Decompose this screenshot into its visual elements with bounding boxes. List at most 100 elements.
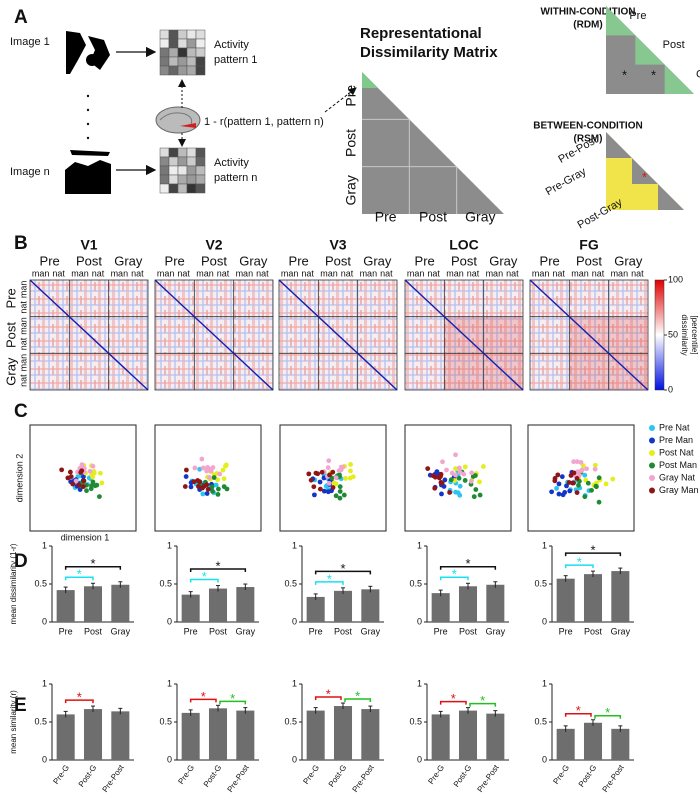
y-tick-label: 0 bbox=[292, 616, 297, 626]
mds-point bbox=[327, 472, 332, 478]
y-tick-label: 1 bbox=[42, 678, 47, 688]
bar bbox=[361, 589, 380, 622]
subcondition-label: man bbox=[532, 268, 550, 278]
y-tick-label: 1 bbox=[292, 678, 297, 688]
mds-point bbox=[210, 488, 215, 494]
y-tick-label: 1 bbox=[417, 678, 422, 688]
mds-point bbox=[90, 474, 96, 480]
mds-point bbox=[348, 462, 353, 467]
condition-label: Pre bbox=[540, 253, 560, 268]
mds-point bbox=[439, 491, 444, 497]
pattern-cell bbox=[159, 183, 170, 194]
significance-bracket bbox=[64, 699, 94, 704]
mds-point bbox=[217, 471, 223, 477]
subcondition-label: man bbox=[196, 268, 214, 278]
mds-point bbox=[200, 491, 206, 497]
mds-point bbox=[556, 481, 562, 487]
region-title: V2 bbox=[205, 237, 222, 253]
mds-point bbox=[59, 467, 65, 473]
mds-point bbox=[578, 459, 584, 465]
mds-point bbox=[333, 475, 339, 481]
bar bbox=[83, 709, 103, 760]
pattern-cell bbox=[159, 165, 170, 176]
x-tick-label: Pre-G bbox=[301, 763, 321, 786]
star: * bbox=[642, 169, 647, 184]
mds-point bbox=[317, 479, 323, 485]
mds-point bbox=[207, 475, 212, 480]
diagonal bbox=[154, 279, 274, 391]
mds-point bbox=[456, 465, 462, 471]
mds-point bbox=[67, 469, 73, 475]
axis-label: dimension 2 bbox=[14, 454, 24, 503]
mds-point bbox=[442, 477, 448, 483]
mds-point bbox=[196, 484, 201, 489]
mds-point bbox=[574, 476, 580, 481]
significance-star: * bbox=[326, 686, 331, 701]
region-title: V1 bbox=[80, 237, 97, 253]
significance-bracket bbox=[439, 566, 497, 570]
subcondition-label: man bbox=[71, 268, 89, 278]
mds-point bbox=[321, 488, 327, 494]
mds-point bbox=[457, 469, 463, 475]
mds-point bbox=[326, 458, 332, 464]
x-tick-label: Pre bbox=[434, 626, 448, 636]
condition-label: Pre bbox=[40, 253, 60, 268]
significance-bracket bbox=[439, 576, 469, 581]
significance-bracket bbox=[189, 568, 247, 573]
mds-point bbox=[440, 459, 445, 465]
y-axis-label: mean similarity (r) bbox=[9, 690, 18, 754]
mds-point bbox=[80, 484, 86, 490]
significance-bracket bbox=[64, 566, 122, 570]
bar bbox=[56, 714, 75, 760]
mds-point bbox=[448, 477, 454, 483]
mds-point bbox=[90, 463, 96, 469]
pattern-cell bbox=[195, 156, 206, 167]
mds-point bbox=[183, 474, 189, 479]
mds-point bbox=[471, 494, 477, 500]
mds-point bbox=[562, 490, 568, 495]
column-label: Pre bbox=[375, 209, 397, 225]
subcondition-label: man bbox=[486, 268, 504, 278]
ellipsis-dot bbox=[86, 94, 90, 98]
mds-point bbox=[215, 492, 221, 497]
y-tick-label: 0.5 bbox=[409, 578, 422, 588]
diagonal-block bbox=[606, 132, 632, 158]
mds-point bbox=[477, 479, 482, 485]
x-tick-label: Post bbox=[584, 626, 603, 636]
pattern-cell bbox=[186, 147, 197, 158]
mds-point bbox=[596, 499, 602, 505]
y-tick-label: 0 bbox=[42, 754, 47, 764]
subcondition-label: nat bbox=[380, 268, 393, 278]
pattern-cell bbox=[186, 56, 197, 67]
pattern-cell bbox=[168, 65, 179, 76]
formula: 1 - r(pattern 1, pattern n) bbox=[204, 116, 324, 128]
mds-point bbox=[343, 476, 348, 481]
mds-point bbox=[554, 485, 559, 491]
x-tick-label: Post-G bbox=[577, 763, 599, 789]
significance-bracket bbox=[314, 581, 344, 585]
mds-point bbox=[579, 467, 585, 473]
mds-point bbox=[311, 484, 317, 490]
legend-marker bbox=[649, 450, 655, 456]
small-title: (RDM) bbox=[573, 20, 602, 31]
colorbar bbox=[654, 279, 665, 391]
mds-point bbox=[216, 486, 221, 492]
y-tick-label: 0 bbox=[292, 754, 297, 764]
rdm-triangle bbox=[362, 72, 504, 214]
mds-point bbox=[317, 486, 323, 492]
pattern-cell bbox=[168, 147, 179, 158]
mds-point bbox=[470, 474, 476, 479]
mds-point bbox=[81, 474, 86, 479]
mds-point bbox=[438, 473, 443, 479]
x-tick-label: Post-G bbox=[452, 763, 474, 789]
mds-point bbox=[311, 492, 317, 498]
subcondition-label: nat bbox=[92, 268, 105, 278]
diagonal bbox=[29, 279, 149, 391]
arrow bbox=[324, 87, 357, 113]
region-title: FG bbox=[579, 237, 599, 253]
star: * bbox=[651, 67, 656, 82]
star: * bbox=[622, 67, 627, 82]
mds-point bbox=[182, 484, 188, 489]
small-title: WITHIN-CONDITION bbox=[541, 7, 636, 18]
